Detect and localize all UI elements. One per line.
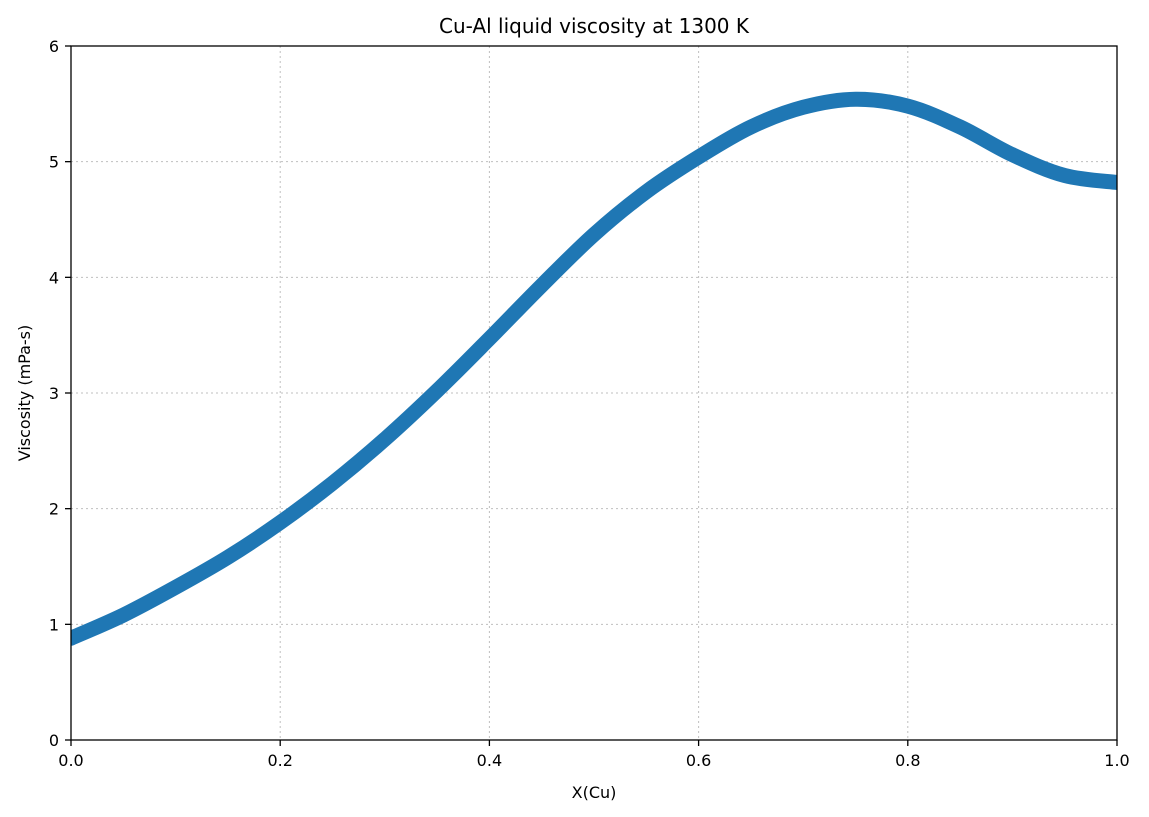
x-tick-label: 1.0 (1104, 751, 1129, 770)
y-tick-label: 1 (49, 615, 59, 634)
y-tick-label: 5 (49, 153, 59, 172)
y-tick-label: 4 (49, 268, 59, 287)
x-tick-label: 0.2 (267, 751, 292, 770)
y-tick-label: 3 (49, 384, 59, 403)
x-tick-label: 0.4 (477, 751, 502, 770)
x-tick-label: 0.6 (686, 751, 711, 770)
y-axis-title: Viscosity (mPa-s) (15, 325, 34, 461)
y-tick-label: 0 (49, 731, 59, 750)
series-layer (71, 91, 1117, 646)
y-tick-label: 2 (49, 500, 59, 519)
y-tick-label: 6 (49, 37, 59, 56)
x-axis: 0.0 0.2 0.4 0.6 0.8 1.0 (58, 740, 1130, 770)
grid (71, 46, 1117, 740)
x-axis-title: X(Cu) (572, 783, 617, 802)
x-tick-label: 0.8 (895, 751, 920, 770)
x-tick-label: 0.0 (58, 751, 83, 770)
chart-title: Cu-Al liquid viscosity at 1300 K (439, 14, 750, 38)
series-line (71, 91, 1117, 646)
y-axis: 0 1 2 3 4 5 6 (49, 37, 71, 750)
